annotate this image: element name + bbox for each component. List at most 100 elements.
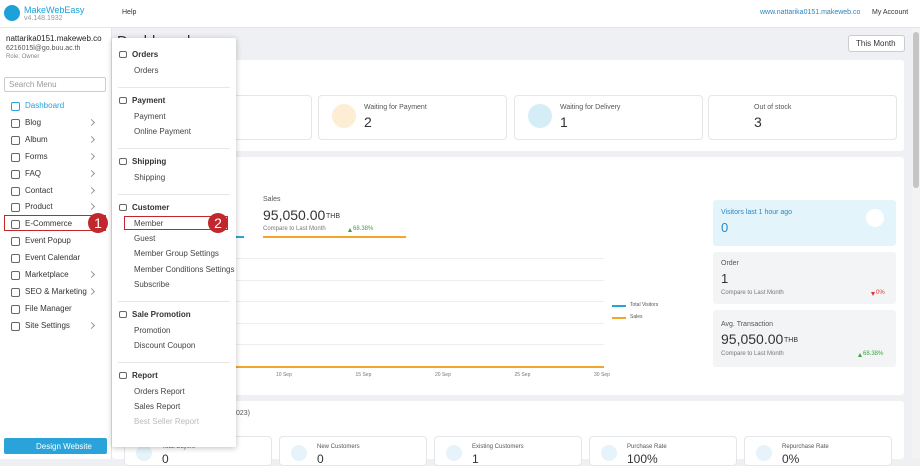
customer-value: 1	[472, 452, 479, 466]
dropdown-item[interactable]: Shipping	[134, 172, 166, 182]
stat-icon	[528, 104, 552, 128]
scroll-thumb	[913, 32, 919, 188]
dropdown-item[interactable]: Member Conditions Settings	[134, 264, 235, 274]
sales-underline	[263, 236, 406, 238]
section-icon	[119, 371, 127, 379]
dropdown	[112, 38, 236, 447]
site-url[interactable]: www.nattarika0151.makeweb.co	[760, 9, 861, 16]
menu-item[interactable]: Event Calendar	[25, 253, 81, 263]
period-select[interactable]	[848, 35, 905, 52]
sidebar	[0, 28, 112, 459]
customer-label: Purchase Rate	[627, 444, 667, 450]
header	[0, 0, 920, 28]
order-compare: Compare to Last Month	[721, 290, 784, 296]
site-name: nattarika0151.makeweb.co	[6, 34, 102, 43]
menu-item[interactable]: Album	[25, 134, 48, 144]
separator	[118, 147, 230, 149]
menu-icon	[11, 169, 20, 179]
section-title: Sale Promotion	[132, 309, 191, 319]
customer-title: 023)	[236, 410, 251, 417]
dropdown-item[interactable]: Member Group Settings	[134, 249, 219, 259]
stat-label: Waiting for Payment	[364, 104, 427, 111]
menu-item[interactable]: FAQ	[25, 168, 42, 178]
x-label: 10 Sep	[276, 372, 292, 378]
dropdown-item[interactable]: Sales Report	[134, 402, 181, 412]
menu-icon	[11, 102, 20, 111]
dropdown-item[interactable]: Discount Coupon	[134, 341, 196, 350]
visitor-underline	[236, 236, 244, 238]
section-title: Payment	[132, 95, 166, 105]
stat-card	[514, 95, 703, 140]
dropdown-item[interactable]: Payment	[134, 111, 166, 121]
menu-icon	[11, 321, 20, 331]
x-label: 30 Sep	[594, 372, 610, 378]
account-menu[interactable]: My Account	[872, 9, 909, 16]
avg-change: 68.38%	[863, 351, 884, 357]
legend-swatch	[612, 305, 626, 307]
sales-change: 68.38%	[353, 226, 374, 232]
customer-label: Existing Customers	[472, 444, 524, 450]
dropdown-item[interactable]: Promotion	[134, 325, 171, 335]
dropdown-item[interactable]: Online Payment	[134, 127, 191, 137]
section-title: Shipping	[132, 156, 167, 166]
legend-label: Sales	[630, 314, 643, 320]
menu-item[interactable]: Marketplace	[25, 270, 69, 279]
help-link[interactable]: Help	[122, 9, 137, 16]
visitors-label: Visitors last 1 hour ago	[721, 209, 793, 216]
customer-icon	[291, 445, 307, 461]
menu-icon	[11, 237, 20, 247]
menu-item[interactable]: Contact	[25, 185, 53, 195]
sales-value: 95,050.00	[263, 207, 326, 223]
menu-item[interactable]: Dashboard	[25, 101, 65, 110]
separator	[118, 300, 230, 302]
stat-label: Waiting for Delivery	[560, 104, 621, 111]
design-button[interactable]	[4, 438, 107, 454]
menu-item[interactable]: Event Popup	[25, 236, 71, 246]
menu-item[interactable]: Blog	[25, 117, 42, 127]
customer-value: 0	[317, 452, 324, 466]
grid-line	[236, 301, 604, 303]
dropdown-item[interactable]: Subscribe	[134, 279, 170, 289]
down-arrow	[871, 292, 875, 296]
visitors-icon	[866, 209, 884, 227]
avg-value: 95,050.00	[721, 331, 784, 347]
dropdown-item[interactable]: Member	[134, 218, 164, 228]
sales-compare: Compare to Last Month	[263, 226, 326, 232]
menu-icon	[11, 287, 20, 297]
section-icon	[119, 203, 127, 211]
stat-label: Out of stock	[754, 104, 792, 111]
dropdown-item[interactable]: Orders Report	[134, 386, 185, 396]
grid-line	[236, 344, 604, 346]
menu-icon	[11, 186, 20, 196]
menu-item[interactable]: Site Settings	[25, 320, 70, 330]
order-change: 0%	[876, 290, 885, 296]
section-icon	[119, 310, 127, 318]
grid-line	[236, 322, 604, 324]
dropdown-item[interactable]: Best Seller Report	[134, 417, 199, 427]
dropdown-item[interactable]: Orders	[134, 66, 159, 75]
customer-value: 0%	[782, 452, 800, 466]
legend-label: Total Visitors	[630, 302, 659, 308]
period-value: This Month	[856, 39, 896, 48]
menu-item[interactable]: E-Commerce	[25, 219, 73, 229]
menu-item[interactable]: File Manager	[25, 303, 72, 313]
x-label: 20 Sep	[435, 372, 451, 378]
menu-icon	[11, 203, 20, 213]
sales-label: Sales	[263, 196, 281, 203]
menu-icon	[11, 118, 20, 128]
avg-label: Avg. Transaction	[721, 321, 774, 328]
dropdown-item[interactable]: Guest	[134, 234, 156, 243]
customer-icon	[756, 445, 772, 461]
separator	[118, 193, 230, 195]
menu-item[interactable]: Product	[25, 202, 53, 212]
menu-icon	[11, 254, 20, 264]
customer-icon	[446, 445, 462, 461]
logo-icon	[4, 5, 20, 21]
separator	[118, 361, 230, 363]
menu-item[interactable]: Forms	[25, 151, 48, 161]
version: v4.148.1932	[24, 15, 63, 22]
customer-label: Repurchase Rate	[782, 444, 829, 450]
menu-item[interactable]: SEO & Marketing	[25, 286, 87, 296]
sales-currency: THB	[326, 213, 340, 220]
search-placeholder: Search Menu	[9, 80, 57, 89]
